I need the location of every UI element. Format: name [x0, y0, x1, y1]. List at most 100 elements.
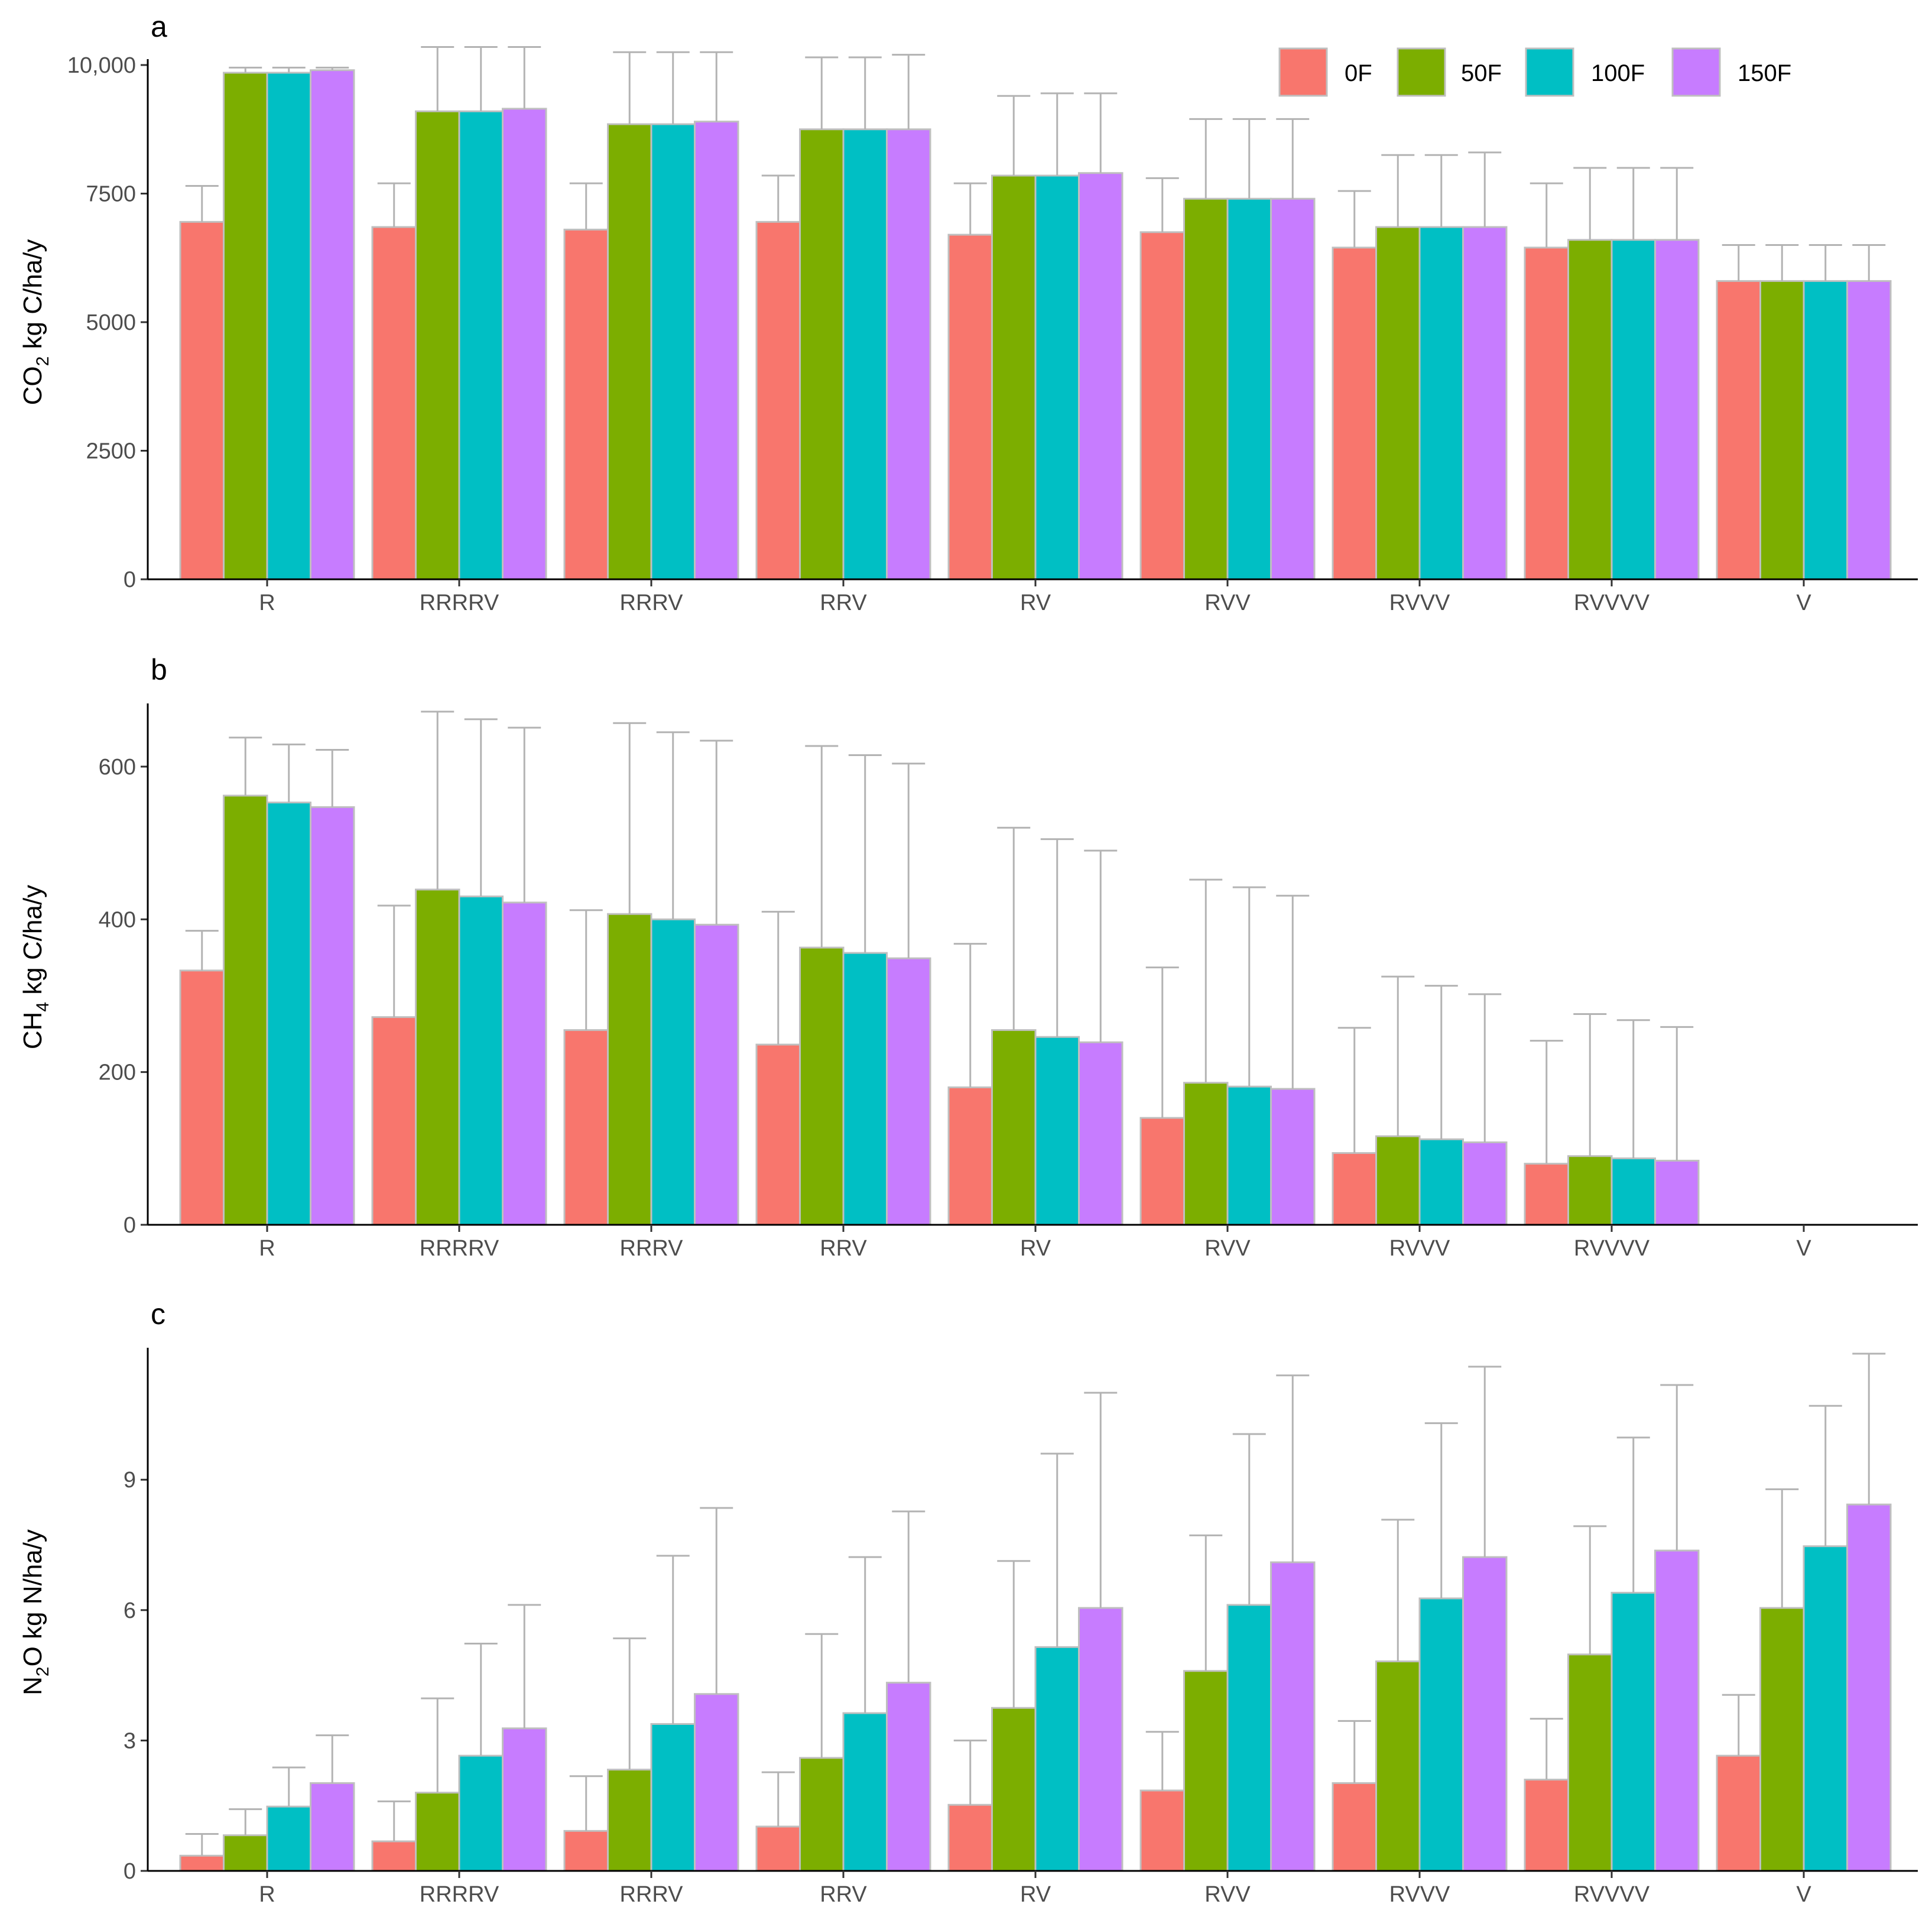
bar	[650, 123, 696, 580]
bar	[607, 913, 652, 1226]
y-axis-title-part: CO	[18, 366, 47, 405]
bar	[1846, 280, 1892, 580]
x-tick-label: RV	[1020, 591, 1051, 615]
bar	[458, 110, 504, 580]
legend-label: 50F	[1461, 60, 1502, 86]
bar	[1462, 1556, 1508, 1872]
bar	[310, 1782, 355, 1872]
bar	[371, 1016, 417, 1226]
bar	[1034, 174, 1080, 580]
bar	[1183, 1082, 1229, 1226]
panel-a-co2: a CO2 kg C/ha/y 0 2500 5000 7500 10,000 R RRRRV R…	[18, 10, 1918, 615]
x-tick-label: RVVV	[1389, 591, 1450, 615]
bar	[1610, 1591, 1656, 1872]
legend-swatch	[1278, 47, 1328, 97]
x-tick-label: R	[259, 1882, 275, 1907]
bar	[1139, 1117, 1185, 1226]
x-tick-label: RVVVV	[1574, 591, 1650, 615]
bar	[458, 896, 504, 1226]
panel-letter: a	[151, 10, 167, 43]
y-axis-title: N2O kg N/ha/y	[18, 1529, 53, 1695]
bar	[1524, 246, 1569, 580]
y-tick-label: 9	[124, 1468, 136, 1493]
bar	[607, 123, 652, 580]
bar	[1078, 1041, 1124, 1226]
x-tick-label: RRV	[820, 591, 867, 615]
x-tick-label: RRRV	[620, 591, 684, 615]
bar	[1139, 1789, 1185, 1872]
x-tick-label: RVVVV	[1574, 1882, 1650, 1907]
bar	[563, 228, 609, 580]
bar	[502, 901, 547, 1226]
bar	[886, 957, 931, 1226]
bar	[371, 1840, 417, 1872]
y-axis-title-part: kg C/ha/y	[18, 885, 47, 1002]
bar	[223, 794, 268, 1226]
bar	[842, 952, 888, 1226]
bar	[991, 1029, 1037, 1226]
bar	[179, 969, 225, 1226]
bar	[947, 233, 993, 580]
bar	[1462, 1141, 1508, 1226]
bar	[1332, 246, 1377, 580]
bar	[1716, 1754, 1761, 1872]
bar	[1418, 1597, 1464, 1872]
bar	[1654, 1159, 1700, 1226]
bar	[266, 72, 311, 580]
bar	[223, 1834, 268, 1872]
bar	[694, 121, 739, 580]
bar	[310, 69, 355, 580]
y-tick-label: 7500	[86, 182, 136, 207]
bar	[991, 1707, 1037, 1872]
legend-label: 150F	[1738, 60, 1791, 86]
legend-swatch	[1671, 47, 1721, 97]
bar	[371, 226, 417, 580]
bar	[1610, 1157, 1656, 1226]
x-tick-label: RRRRV	[420, 1236, 499, 1261]
x-tick-label: RRV	[820, 1882, 867, 1907]
bar	[1034, 1646, 1080, 1872]
x-tick-label: RRRRV	[420, 591, 499, 615]
x-tick-label: RRRV	[620, 1236, 684, 1261]
bar	[1332, 1782, 1377, 1872]
x-tick-label: RVV	[1204, 591, 1251, 615]
y-axis-title-subscript: 2	[33, 356, 53, 366]
x-tick-label: RRV	[820, 1236, 867, 1261]
x-tick-label: V	[1796, 1236, 1811, 1261]
bar	[1716, 280, 1761, 580]
bar	[799, 946, 845, 1226]
y-tick-label: 400	[99, 907, 136, 932]
bar	[842, 1712, 888, 1872]
bar	[458, 1754, 504, 1872]
bar	[1567, 1155, 1613, 1226]
bar	[223, 72, 268, 580]
y-axis-title-subscript: 2	[33, 1666, 53, 1676]
panel-b-ch4: b CH4 kg C/ha/y 0 200 400 600 R RRRRV RRRV RRV RV R…	[18, 653, 1918, 1261]
x-tick-label: RVV	[1204, 1882, 1251, 1907]
y-axis-title: CO2 kg C/ha/y	[18, 239, 53, 406]
bar	[1524, 1779, 1569, 1872]
bar	[1270, 197, 1316, 580]
bar	[563, 1830, 609, 1872]
y-tick-label: 0	[124, 1859, 136, 1884]
y-axis-title-part: CH	[18, 1012, 47, 1050]
bar	[650, 918, 696, 1226]
bar	[694, 1693, 739, 1872]
panel-letter: b	[151, 653, 167, 686]
x-tick-label: V	[1796, 591, 1811, 615]
bar	[991, 174, 1037, 580]
bar	[1462, 226, 1508, 580]
bar	[1270, 1561, 1316, 1872]
bar	[1183, 197, 1229, 580]
bar	[1183, 1670, 1229, 1872]
bar	[266, 1805, 311, 1872]
bar	[1078, 172, 1124, 580]
bar	[179, 220, 225, 580]
bar	[179, 1854, 225, 1872]
bar	[650, 1723, 696, 1872]
y-tick-label: 6	[124, 1598, 136, 1623]
bar	[1567, 1653, 1613, 1872]
y-tick-label: 5000	[86, 310, 136, 335]
bar	[1759, 280, 1805, 580]
